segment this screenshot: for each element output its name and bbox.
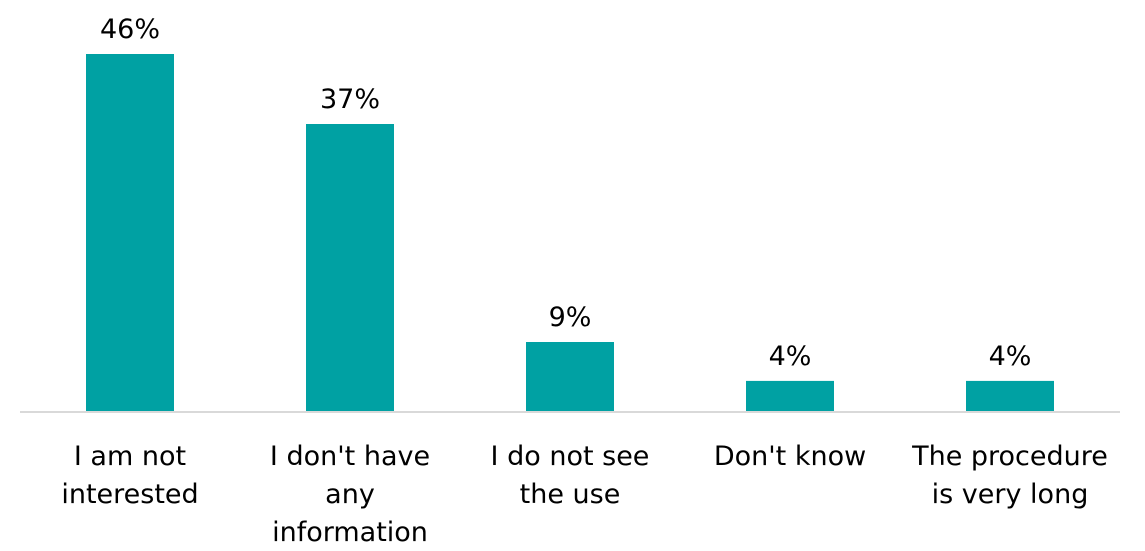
bar (306, 124, 394, 412)
category-label-line: I don't have (270, 441, 430, 472)
category-label-line: interested (61, 479, 198, 510)
category-label-line: Don't know (714, 441, 866, 472)
bar-value-label: 9% (549, 302, 592, 333)
bar-value-label: 4% (769, 341, 812, 372)
category-label-line: information (272, 517, 428, 548)
bar (526, 342, 614, 412)
category-label: The procedure is very long (911, 441, 1108, 510)
category-label: I do not see the use (491, 441, 650, 510)
data-labels-group: 46% 37% 9% 4% 4% (100, 14, 1031, 372)
bar-value-label: 37% (320, 84, 380, 115)
category-label-line: The procedure (911, 441, 1108, 472)
category-label-line: the use (520, 479, 621, 510)
bar-value-label: 46% (100, 14, 160, 45)
bar (966, 380, 1054, 412)
category-labels-group: I am not interested I don't have any informa… (61, 441, 1108, 548)
category-label: I don't have any information (270, 441, 430, 548)
category-label-line: I am not (74, 441, 186, 472)
bar (746, 380, 834, 412)
bar-value-label: 4% (989, 341, 1032, 372)
category-label-line: I do not see (491, 441, 650, 472)
category-label: Don't know (714, 441, 866, 472)
category-label: I am not interested (61, 441, 198, 510)
category-label-line: any (325, 479, 375, 510)
category-label-line: is very long (932, 479, 1089, 510)
bar (86, 54, 174, 412)
bars-group (86, 54, 1054, 412)
